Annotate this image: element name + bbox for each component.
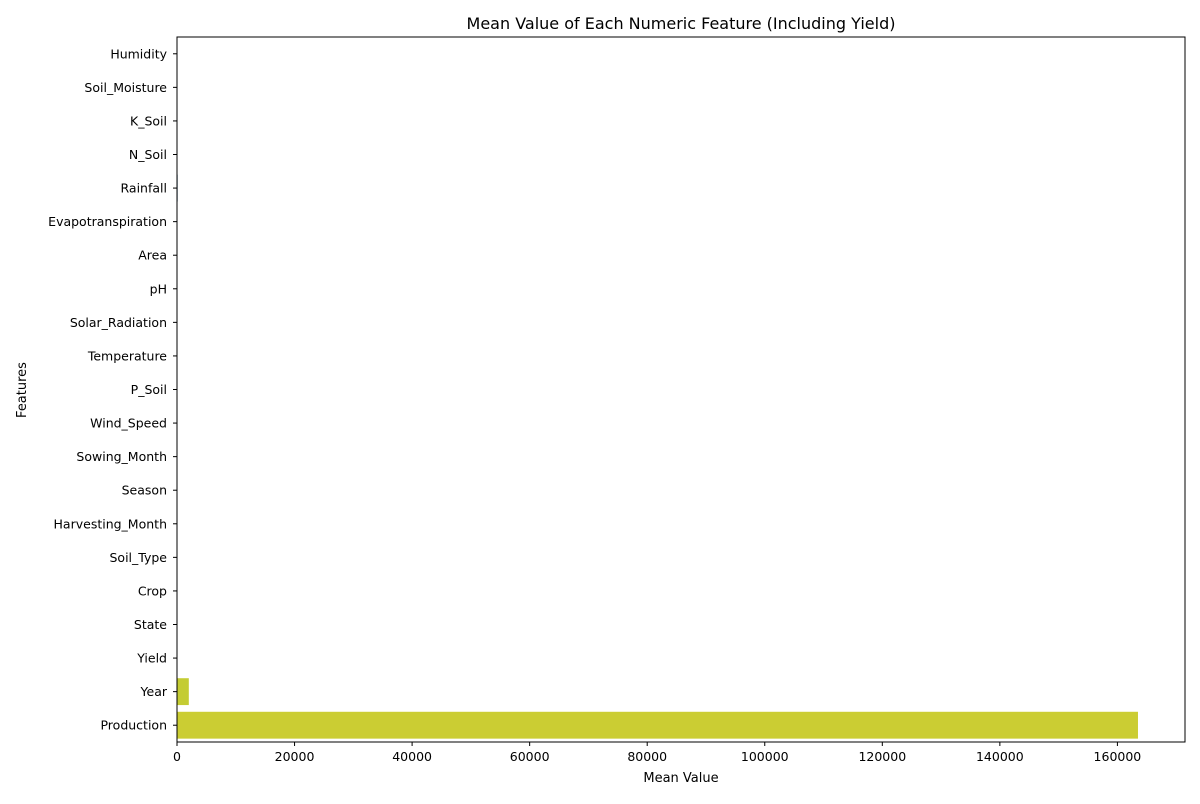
x-tick-label: 60000 (510, 749, 550, 764)
y-tick-label: Area (138, 248, 167, 263)
y-tick-label: Production (100, 718, 167, 733)
chart-title: Mean Value of Each Numeric Feature (Incl… (467, 14, 896, 33)
x-tick-label: 80000 (627, 749, 667, 764)
bar-production (177, 712, 1138, 739)
x-axis-ticks: 0 20000 40000 60000 80000 100000 120000 140000 1… (173, 742, 1141, 764)
y-tick-label: Soil_Moisture (84, 80, 167, 95)
y-tick-label: Rainfall (121, 181, 167, 196)
x-tick-label: 20000 (275, 749, 315, 764)
x-tick-label: 40000 (392, 749, 432, 764)
x-tick-label: 140000 (976, 749, 1024, 764)
y-tick-label: N_Soil (129, 147, 167, 162)
y-tick-label: Harvesting_Month (54, 516, 167, 531)
y-tick-label: Sowing_Month (76, 449, 167, 464)
y-tick-label: Season (122, 483, 167, 498)
plot-frame (177, 37, 1185, 742)
x-axis-label: Mean Value (643, 771, 718, 786)
x-tick-label: 160000 (1094, 749, 1142, 764)
y-tick-label: Yield (136, 651, 167, 666)
y-tick-label: P_Soil (131, 382, 167, 397)
y-axis-ticks: Humidity Soil_Moisture K_Soil N_Soil Rainfal… (48, 46, 177, 732)
y-tick-label: Humidity (110, 46, 167, 61)
y-tick-label: Soil_Type (110, 550, 168, 565)
y-tick-label: Wind_Speed (90, 416, 167, 431)
y-tick-label: Crop (138, 583, 167, 598)
bars-layer (177, 40, 1138, 738)
y-tick-label: K_Soil (130, 113, 167, 128)
x-tick-label: 0 (173, 749, 181, 764)
y-tick-label: Temperature (87, 348, 167, 363)
y-tick-label: Evapotranspiration (48, 214, 167, 229)
y-tick-label: State (134, 617, 167, 632)
y-tick-label: pH (150, 281, 167, 296)
y-tick-label: Solar_Radiation (70, 315, 167, 330)
x-tick-label: 120000 (858, 749, 906, 764)
bar-year (177, 678, 189, 705)
y-axis-label: Features (15, 362, 30, 418)
x-tick-label: 100000 (741, 749, 789, 764)
y-tick-label: Year (140, 684, 168, 699)
